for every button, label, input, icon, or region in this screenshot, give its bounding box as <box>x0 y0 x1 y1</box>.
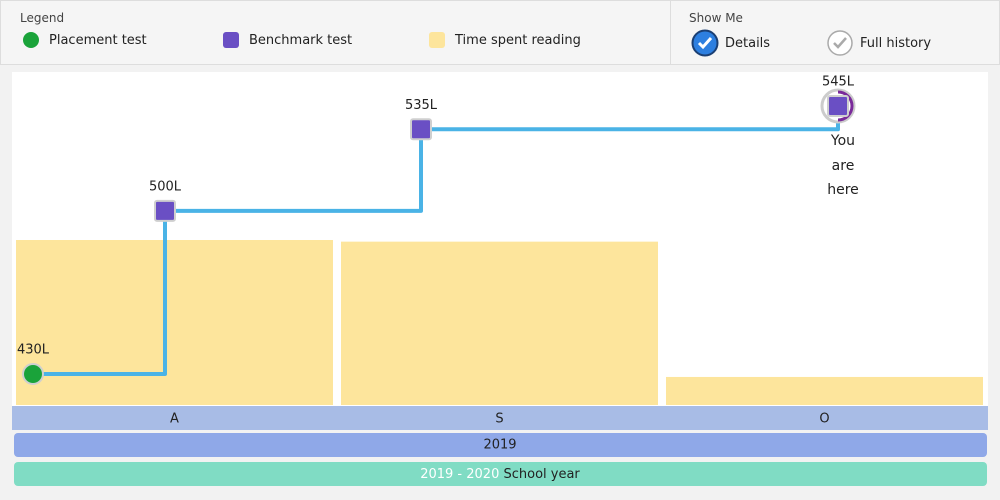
value-label: 430L <box>17 343 50 358</box>
legend-swatch <box>23 32 39 48</box>
benchmark-marker <box>410 118 432 141</box>
month-label: A <box>170 412 179 427</box>
legend-label: Benchmark test <box>249 32 353 48</box>
benchmark-marker <box>154 199 176 222</box>
legend-item: Benchmark test <box>223 32 352 48</box>
reading-bar <box>341 241 658 405</box>
school-year-bar <box>14 462 987 486</box>
option[interactable]: Full history <box>826 29 931 57</box>
school-year-label: 2019 - 2020 School year <box>420 467 580 482</box>
value-label: 535L <box>405 98 438 113</box>
score-line <box>33 106 840 376</box>
legend-label: Time spent reading <box>455 32 581 48</box>
option-label[interactable]: Details <box>725 35 771 51</box>
school-year-text: School year <box>503 467 580 482</box>
option[interactable]: Details <box>691 29 770 57</box>
legend-swatch <box>429 32 445 48</box>
value-label: 545L <box>822 75 855 90</box>
show-me: Show Me Details Full history <box>670 0 1000 65</box>
month-label: S <box>495 412 503 427</box>
show-me-title: Show Me <box>689 11 743 25</box>
year-bar <box>14 433 987 457</box>
legend-swatch <box>223 32 239 48</box>
annotation: You are here <box>827 133 859 198</box>
benchmark-marker <box>827 95 849 117</box>
legend-item: Time spent reading <box>429 32 581 48</box>
legend-item: Placement test <box>23 32 147 48</box>
year-label: 2019 <box>483 438 516 453</box>
month-label: O <box>819 412 829 427</box>
month-strip <box>12 406 988 430</box>
you-are-here-arc <box>837 90 854 122</box>
reading-bar <box>666 376 983 405</box>
check-icon[interactable] <box>691 29 719 57</box>
option-label[interactable]: Full history <box>860 35 932 51</box>
school-year-range: 2019 - 2020 <box>420 467 499 482</box>
value-label: 500L <box>149 179 182 194</box>
check-icon[interactable] <box>826 29 854 57</box>
legend-title: Legend <box>20 11 65 25</box>
placement-marker <box>22 363 44 385</box>
legend: Legend Placement test Benchmark test Time … <box>0 0 671 65</box>
legend-label: Placement test <box>49 32 147 48</box>
chart: A S O 2019 2019 - 2020 School year 430L 500L 53… <box>12 72 988 486</box>
reading-bar <box>16 240 333 405</box>
